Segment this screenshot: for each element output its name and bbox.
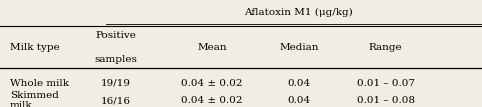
Text: Skimmed
milk: Skimmed milk <box>10 91 58 107</box>
Text: Mean: Mean <box>197 43 227 52</box>
Text: Milk type: Milk type <box>10 43 59 52</box>
Text: Aflatoxin M1 (μg/kg): Aflatoxin M1 (μg/kg) <box>244 8 353 17</box>
Text: 0.04: 0.04 <box>287 79 310 88</box>
Text: Median: Median <box>279 43 319 52</box>
Text: Positive: Positive <box>95 31 136 40</box>
Text: 19/19: 19/19 <box>101 79 131 88</box>
Text: 0.04 ± 0.02: 0.04 ± 0.02 <box>181 96 243 105</box>
Text: 0.01 – 0.08: 0.01 – 0.08 <box>357 96 415 105</box>
Text: 0.04 ± 0.02: 0.04 ± 0.02 <box>181 79 243 88</box>
Text: Whole milk: Whole milk <box>10 79 68 88</box>
Text: 0.01 – 0.07: 0.01 – 0.07 <box>357 79 415 88</box>
Text: samples: samples <box>94 55 137 64</box>
Text: 0.04: 0.04 <box>287 96 310 105</box>
Text: Range: Range <box>369 43 402 52</box>
Text: 16/16: 16/16 <box>101 96 131 105</box>
